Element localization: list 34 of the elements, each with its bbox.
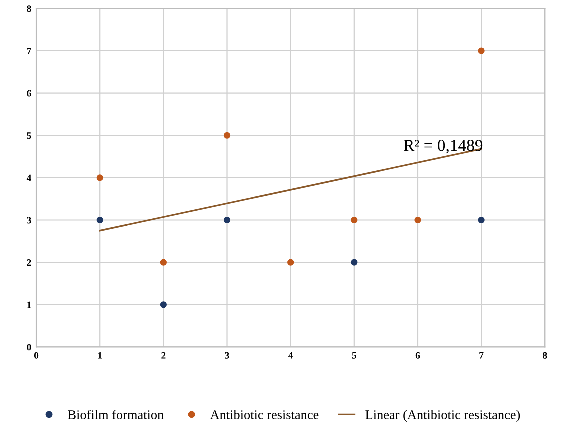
point <box>288 259 294 266</box>
point <box>351 216 358 224</box>
x-tick-label: 8 <box>543 352 548 359</box>
y-tick-label: 5 <box>27 132 32 140</box>
y-tick-label: 4 <box>26 174 32 182</box>
legend-label: Biofilm formation <box>68 410 164 420</box>
x-tick-label: 7 <box>480 352 484 359</box>
y-tick-label: 6 <box>27 90 32 97</box>
y-tick-label: 7 <box>27 48 32 54</box>
y-tick-label: 3 <box>27 217 32 224</box>
annotation: R² = 0,1489 <box>404 140 483 154</box>
x-tick-label: 5 <box>352 352 356 359</box>
point <box>351 259 358 266</box>
point <box>160 259 167 266</box>
y-tick-label: 2 <box>27 260 32 266</box>
point <box>96 174 104 182</box>
x-tick-label: 4 <box>288 352 294 359</box>
legend-label: Linear (Antibiotic resistance) <box>366 410 520 422</box>
y-tick-label: 1 <box>28 302 32 308</box>
point <box>160 302 167 308</box>
x-tick-label: 6 <box>416 352 420 359</box>
x-tick-label: 3 <box>225 352 230 359</box>
x-tick-label: 2 <box>162 352 166 359</box>
y-tick-label: 0 <box>27 344 32 351</box>
legend-label: Antibiotic resistance <box>210 410 319 420</box>
point <box>478 216 485 224</box>
y-tick-label: 8 <box>27 6 32 12</box>
point <box>478 48 485 54</box>
point <box>224 216 231 224</box>
point <box>414 216 422 224</box>
point <box>96 216 104 224</box>
x-tick-label: 1 <box>98 352 102 359</box>
point <box>224 132 231 139</box>
x-tick-label: 0 <box>34 352 39 359</box>
